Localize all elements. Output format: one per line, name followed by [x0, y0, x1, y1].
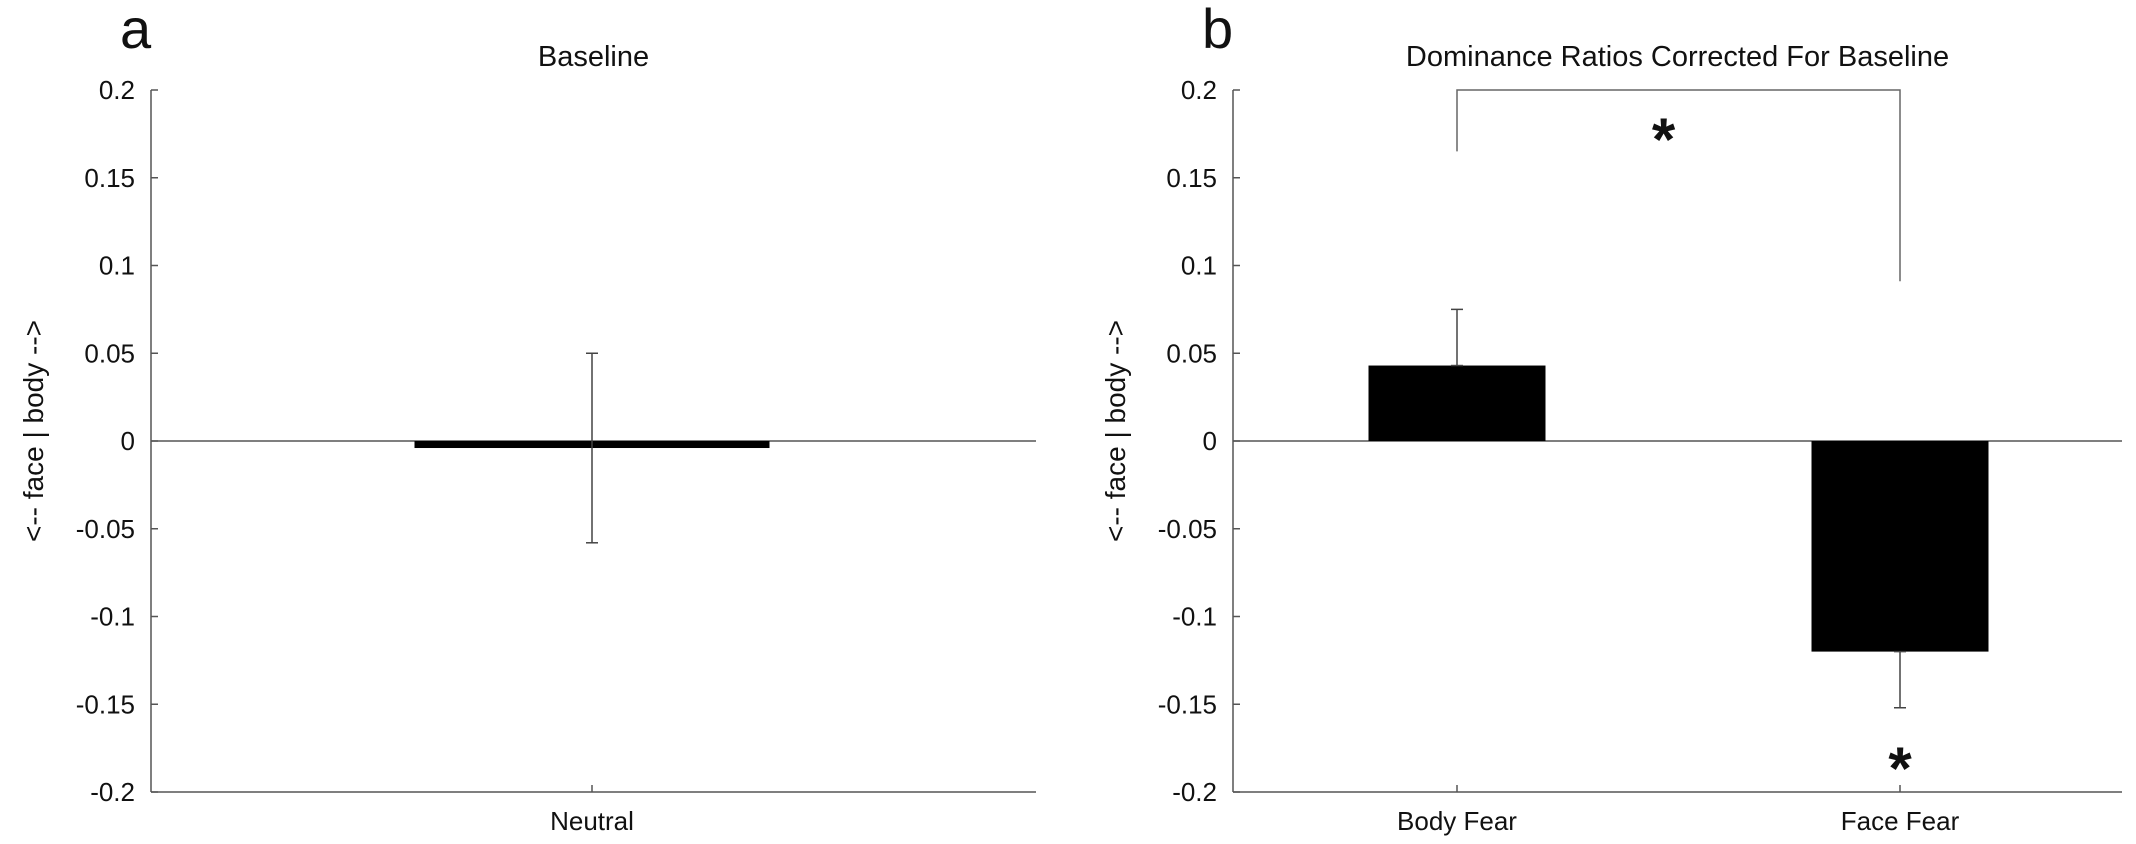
panel-b-y-tick-label: 0.05 [1166, 338, 1217, 368]
panel-a-y-tick-label: 0.2 [99, 75, 135, 105]
panel-b-title: Dominance Ratios Corrected For Baseline [1406, 41, 1949, 73]
panel-a-title: Baseline [538, 41, 649, 73]
panel-b-y-tick-label: 0.1 [1181, 251, 1217, 281]
panel-a-y-tick-label: 0.05 [84, 338, 135, 368]
panel-a-letter: a [120, 0, 152, 60]
panel-a-x-tick-label: Neutral [550, 806, 634, 836]
panel-b-y-tick-label: 0.15 [1166, 163, 1217, 193]
panel-a-y-tick-label: 0.1 [99, 251, 135, 281]
panel-a-y-tick-label: -0.1 [90, 602, 135, 632]
panel-b-y-tick-label: -0.2 [1172, 777, 1217, 807]
panel-b-significance-star: * [1652, 106, 1676, 173]
panel-b-significance-star: * [1888, 735, 1912, 802]
panel-a-y-tick-label: -0.15 [76, 689, 135, 719]
panel-a-y-axis-label: <-- face | body --> [18, 320, 49, 542]
panel-b-bar-face-fear [1811, 441, 1989, 652]
panel-b-y-tick-label: -0.1 [1172, 602, 1217, 632]
panel-b-x-tick-label: Face Fear [1841, 806, 1960, 836]
panel-a-y-tick-label: -0.05 [76, 514, 135, 544]
panel-b-y-axis-label: <-- face | body --> [1100, 320, 1131, 542]
panel-b-bar-body-fear [1368, 365, 1546, 441]
panel-b-y-tick-label: 0.2 [1181, 75, 1217, 105]
panel-b-significance-bracket [1456, 89, 1901, 282]
panel-b-y-tick-label: 0 [1203, 426, 1217, 456]
panel-b-y-tick-label: -0.15 [1158, 689, 1217, 719]
panel-b-y-tick-label: -0.05 [1158, 514, 1217, 544]
panel-b-x-tick-label: Body Fear [1397, 806, 1517, 836]
panel-a-y-tick-label: 0 [121, 426, 135, 456]
panel-b-letter: b [1202, 0, 1233, 60]
panel-a-y-tick-label: -0.2 [90, 777, 135, 807]
panel-a-y-tick-label: 0.15 [84, 163, 135, 193]
